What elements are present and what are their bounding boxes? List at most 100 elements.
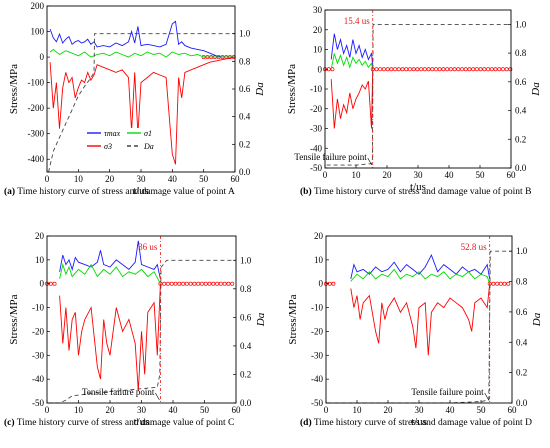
y-tick-label: 20 [314, 231, 324, 241]
x-tick-label: 50 [199, 174, 209, 184]
series-damage-line [326, 23, 511, 166]
zero-marker [173, 281, 178, 286]
y-tick-label: 0 [40, 52, 45, 62]
y-axis-label: Stress/MPa [286, 64, 298, 114]
zero-marker [196, 281, 201, 286]
plot-frame [324, 9, 512, 169]
zero-marker [404, 67, 409, 72]
failure-point-arrow [484, 392, 489, 401]
zero-marker [218, 281, 223, 286]
panel-caption: (d) Time history curve of stress and dam… [300, 417, 532, 428]
failure-point-arrow [155, 392, 160, 401]
zero-marker [415, 67, 420, 72]
x-tick-label: 20 [383, 170, 393, 180]
y2-tick-label: 0.2 [516, 368, 527, 378]
y-tick-label: 20 [35, 231, 45, 241]
zero-marker [226, 281, 231, 286]
x-tick-label: 40 [446, 405, 456, 415]
zero-marker [478, 67, 483, 72]
y-tick-label: -300 [28, 129, 45, 139]
x-tick-label: 0 [45, 174, 50, 184]
legend-label-sigma3: σ3 [104, 142, 112, 151]
panel-a: 0 10 20 30 40 50 60 -400 -300 -200 -100 0 100 200 0.0 0… [4, 1, 266, 197]
zero-marker [211, 281, 216, 286]
zero-marker [385, 67, 390, 72]
y-tick-label: -400 [28, 154, 45, 164]
x-axis-label: t/us [410, 181, 426, 193]
zero-marker [491, 281, 496, 286]
panel-caption-tag: (c) [4, 417, 15, 428]
zero-marker [188, 281, 193, 286]
zero-marker [460, 67, 464, 72]
zero-marker [169, 281, 174, 286]
y2-tick-label: 0.0 [515, 163, 527, 173]
y-tick-label: 10 [313, 45, 323, 55]
y2-tick-label: 1.0 [240, 255, 252, 265]
x-tick-label: 0 [323, 170, 328, 180]
zero-marker [200, 281, 204, 286]
y2-tick-label: 0.0 [516, 398, 528, 408]
zero-marker [489, 67, 494, 72]
panel-caption-tag: (b) [300, 186, 312, 197]
y-tick-label: 200 [31, 1, 45, 11]
zero-marker [504, 67, 509, 72]
zero-marker [448, 67, 453, 72]
panel-caption: (a) Time history curve of stress and dam… [4, 186, 235, 197]
series-sigma3-line [49, 56, 236, 165]
y2-tick-label: 0.4 [239, 112, 251, 122]
x-tick-label: 60 [231, 174, 241, 184]
x-axis-label: t/us [133, 185, 149, 197]
zero-markers [324, 281, 511, 286]
series-sigma1-line [59, 262, 161, 284]
y2-tick-label: 0.8 [516, 277, 528, 287]
y-tick-label: -100 [28, 78, 45, 88]
zero-marker [441, 67, 446, 72]
zero-marker [497, 67, 502, 72]
zero-marker [389, 67, 394, 72]
zero-marker [502, 281, 507, 286]
series-sigma3-line [59, 283, 161, 392]
series-sigma1-line [330, 53, 374, 70]
zero-markers [45, 281, 235, 286]
y2-tick-label: 1.0 [515, 19, 527, 29]
panel-c: 36 us Tensile failure point 0 10 20 30 40 50 60 -… [4, 231, 267, 428]
y-tick-label: -50 [311, 398, 323, 408]
zero-marker [184, 281, 189, 286]
failure-point-label: Tensile failure point [294, 152, 367, 162]
y2-tick-label: 0.0 [240, 398, 252, 408]
y2-axis-label: Da [254, 82, 266, 97]
y-tick-label: -50 [32, 398, 44, 408]
y2-axis-label: Da [255, 312, 267, 327]
x-tick-label: 40 [445, 170, 455, 180]
x-axis-label: t/us [134, 416, 150, 428]
y-tick-label: 100 [31, 27, 45, 37]
zero-marker [207, 281, 212, 286]
zero-marker [411, 67, 416, 72]
zero-marker [381, 67, 386, 72]
zero-marker [495, 281, 500, 286]
x-tick-label: 10 [74, 174, 84, 184]
x-tick-label: 20 [105, 174, 115, 184]
y2-tick-label: 0.4 [515, 106, 527, 116]
plot-frame [325, 235, 513, 404]
y-tick-label: -10 [32, 303, 44, 313]
series-damage-line [327, 250, 512, 404]
x-tick-label: 60 [508, 405, 518, 415]
zero-marker [203, 281, 208, 286]
x-tick-label: 50 [477, 405, 487, 415]
series-tau-line [330, 33, 374, 66]
zero-marker [407, 67, 412, 72]
y2-tick-label: 0.4 [516, 337, 528, 347]
y-tick-label: -50 [310, 163, 322, 173]
y-tick-label: 20 [313, 25, 323, 35]
y-tick-label: -200 [28, 103, 45, 113]
series-sigma3-line [350, 283, 491, 356]
y2-tick-label: 0.6 [516, 307, 528, 317]
y-tick-label: -40 [310, 143, 322, 153]
y2-tick-label: 1.0 [239, 29, 251, 39]
panel-b: 15.4 us Tensile failure point 0 10 20 30 40 50 6… [286, 5, 542, 197]
y-tick-label: -40 [32, 374, 44, 384]
panel-d: 52.8 us Tensile failure point 0 10 20 30 40 50 6… [287, 231, 543, 428]
zero-marker [215, 281, 220, 286]
zero-marker [426, 67, 431, 72]
